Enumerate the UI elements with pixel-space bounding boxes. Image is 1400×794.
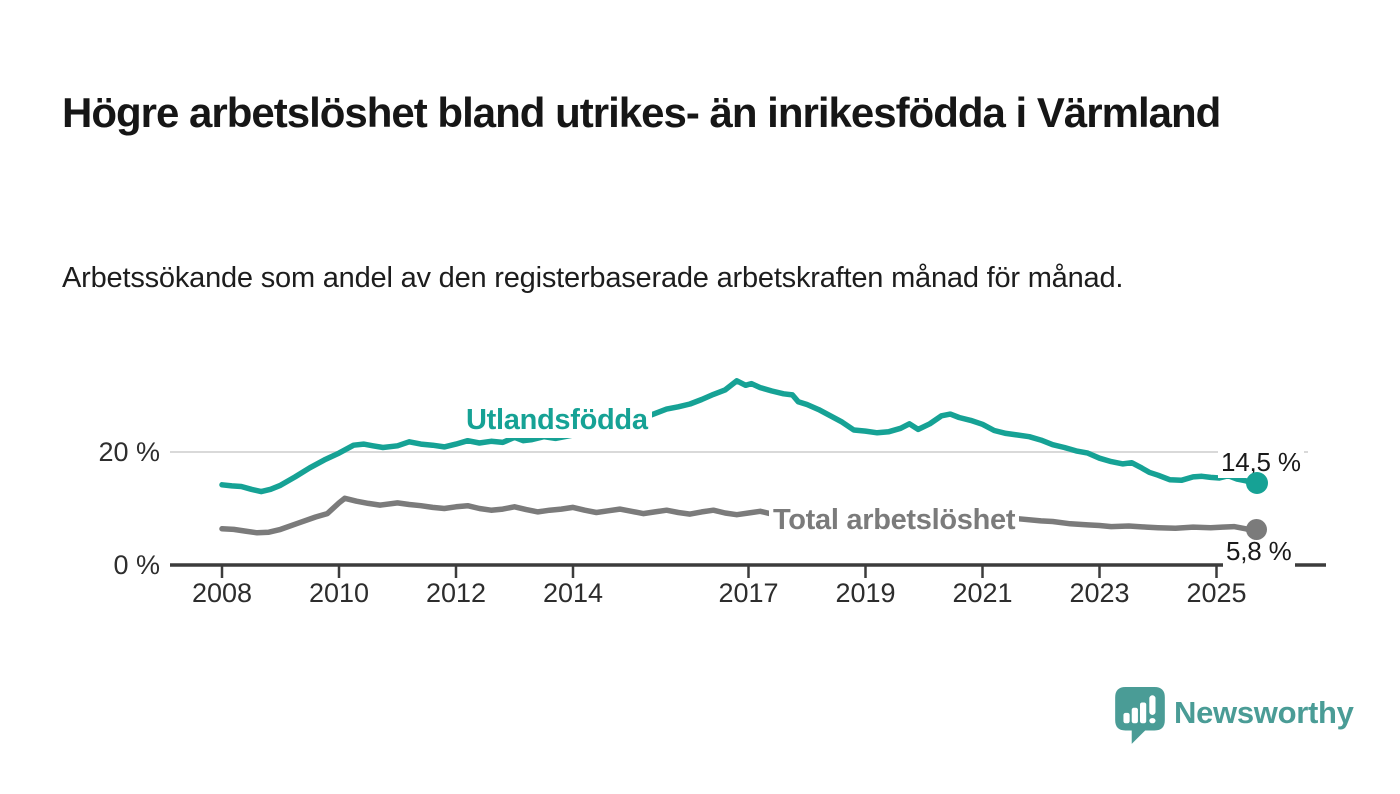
x-tick-label-2019: 2019 bbox=[835, 578, 895, 608]
end-value-label-total: 5,8 % bbox=[1223, 536, 1295, 567]
brand-name: Newsworthy bbox=[1174, 695, 1354, 730]
series-label-total-arbetsloshet: Total arbetslöshet bbox=[769, 503, 1020, 538]
line-series-1 bbox=[219, 495, 1261, 536]
y-axis-label-20: 20 % bbox=[98, 437, 160, 467]
x-tick-label-2017: 2017 bbox=[718, 578, 778, 608]
chart-subtitle: Arbetssökande som andel av den registerb… bbox=[62, 262, 1124, 294]
newsworthy-speech-bubble-chart-icon bbox=[1115, 687, 1165, 744]
series-end-dot-utlandsfodda bbox=[1246, 472, 1268, 494]
series-label-utlandsfodda: Utlandsfödda bbox=[462, 403, 652, 438]
y-axis-label-0: 0 % bbox=[113, 550, 160, 580]
x-tick-label-2008: 2008 bbox=[192, 578, 252, 608]
series-end-dot-total bbox=[1246, 519, 1267, 540]
x-tick-label-2012: 2012 bbox=[426, 578, 486, 608]
newsworthy-logo: Newsworthy bbox=[1114, 686, 1354, 746]
x-tick-label-2010: 2010 bbox=[309, 578, 369, 608]
x-tick-label-2025: 2025 bbox=[1186, 578, 1246, 608]
line-series-0 bbox=[219, 378, 1261, 495]
page-title: Högre arbetslöshet bland utrikes- än inr… bbox=[62, 89, 1221, 137]
x-tick-label-2014: 2014 bbox=[543, 578, 603, 608]
x-tick-label-2023: 2023 bbox=[1069, 578, 1129, 608]
x-tick-label-2021: 2021 bbox=[952, 578, 1012, 608]
